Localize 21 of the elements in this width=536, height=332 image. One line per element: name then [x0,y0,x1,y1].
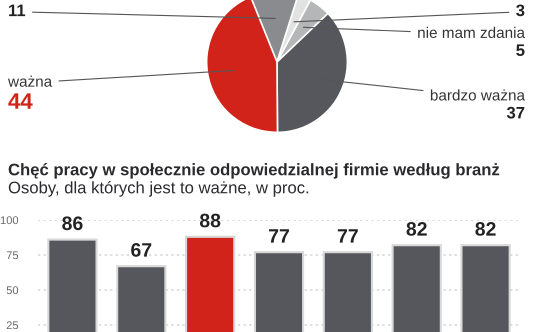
data-label: 3 [516,4,524,16]
data-label: 86 [62,216,83,230]
slice-label: bardzo ważna [430,89,526,101]
data-label: 67 [131,243,152,257]
y-tick-label: 100 [0,216,18,224]
slice-label: nie mam zdania [418,26,526,38]
y-tick-label: 75 [6,251,18,260]
chart-subtitle: Osoby, dla których jest to ważne, w proc. [8,181,308,197]
chart-title: Chęć pracy w społecznie odpowiedzialnej firmie według branż [8,163,500,179]
data-label: 82 [406,222,427,236]
data-label: 11 [9,4,26,16]
data-label: 77 [338,229,358,243]
y-tick-label: 25 [6,321,18,330]
slice-label: ważna [8,76,52,87]
data-label: 88 [200,214,220,228]
data-label: 37 [506,106,524,119]
data-label: 44 [8,93,33,109]
data-label: 5 [516,44,525,56]
y-tick-label: 50 [6,286,18,294]
data-label: 77 [269,229,289,243]
data-label: 82 [475,222,496,236]
